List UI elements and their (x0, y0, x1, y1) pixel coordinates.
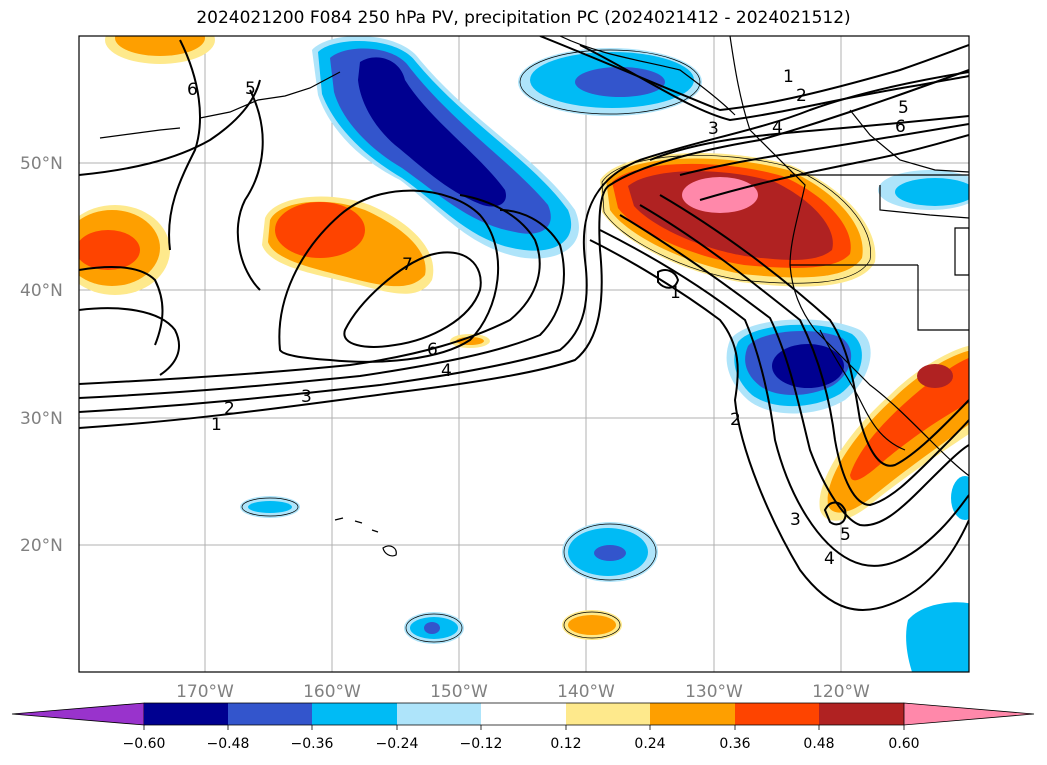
contour-upper-6 (699, 134, 969, 201)
colorbar-segment (650, 703, 735, 725)
contour-label: 1 (783, 67, 794, 87)
colorbar-segment (566, 703, 650, 725)
colorbar-arrow-low (11, 702, 145, 726)
longitude-label: 160°W (303, 682, 361, 702)
contour-label: 5 (898, 98, 909, 118)
contour-small-1 (657, 269, 680, 289)
latitude-labels: 50°N 40°N 30°N 20°N (20, 154, 63, 556)
colorbar-tick-label: −0.60 (123, 736, 166, 752)
longitude-label: 170°W (176, 682, 234, 702)
contour-label: 1 (211, 415, 222, 435)
contour-label: 1 (670, 283, 681, 303)
contour-6-loop (278, 189, 500, 363)
colorbar-tick-label: 0.24 (634, 736, 665, 752)
contour-label: 4 (824, 549, 835, 569)
colorbar-segment (144, 703, 228, 725)
colorbar-segment (397, 703, 481, 725)
contour-label: 2 (224, 399, 235, 419)
contour-upper-4 (649, 115, 969, 161)
contour-label: 4 (441, 361, 452, 381)
contour-west-1 (79, 266, 164, 346)
precipitation-shading (79, 36, 969, 672)
pv-contours (79, 36, 969, 611)
latitude-label: 20°N (20, 536, 63, 556)
contour-label: 4 (772, 118, 783, 138)
colorbar-tick-label: 0.12 (550, 736, 581, 752)
contour-2 (79, 71, 969, 413)
contour-1 (79, 69, 969, 429)
latitude-label: 30°N (20, 409, 63, 429)
map-plot-area: 1 2 3 4 6 7 5 6 1 2 3 4 5 6 1 2 3 4 5 (79, 36, 969, 672)
longitude-label: 130°W (685, 682, 743, 702)
colorbar-tick-label: −0.24 (376, 736, 419, 752)
contour-labels: 1 2 3 4 6 7 5 6 1 2 3 4 5 6 1 2 3 4 5 (187, 67, 909, 569)
shade-north-negative (518, 48, 702, 116)
colorbar-arrow-high (903, 702, 1035, 726)
contour-trough-4 (619, 214, 969, 527)
longitude-label: 140°W (557, 682, 615, 702)
shade-central-positive (262, 196, 434, 294)
colorbar-tick-label: −0.48 (207, 736, 250, 752)
colorbar-tick-label: 0.36 (719, 736, 750, 752)
colorbar-segment (735, 703, 819, 725)
contour-upper-2 (579, 44, 969, 122)
colorbar-segment (819, 703, 904, 725)
contour-5 (236, 89, 264, 291)
contour-3 (79, 209, 565, 399)
contour-upper-5 (679, 123, 969, 176)
colorbar-tick-label: 0.48 (803, 736, 834, 752)
colorbar-tick-label: 0.60 (888, 736, 919, 752)
contour-label: 5 (245, 79, 256, 99)
latitude-label: 40°N (20, 281, 63, 301)
contour-label: 3 (790, 510, 801, 530)
colorbar-segment (228, 703, 312, 725)
contour-label: 6 (427, 340, 438, 360)
contour-trough-3 (599, 229, 969, 567)
contour-label: 3 (708, 119, 719, 139)
shade-southeast-negative (906, 602, 969, 672)
contour-trough-2 (589, 239, 969, 611)
longitude-label: 150°W (430, 682, 488, 702)
shade-gulf-alaska-negative (312, 36, 579, 259)
shade-pacific-northwest-positive (600, 153, 876, 287)
contour-upper-1 (539, 36, 969, 112)
colorbar-segment (312, 703, 397, 725)
contour-label: 2 (796, 86, 807, 106)
contour-label: 7 (402, 255, 413, 275)
colorbar-tick-label: −0.36 (291, 736, 334, 752)
contour-label: 2 (730, 410, 741, 430)
longitude-label: 120°W (812, 682, 870, 702)
contour-7-loop (343, 251, 482, 348)
map-title: 2024021200 F084 250 hPa PV, precipitatio… (196, 8, 851, 28)
contour-label: 5 (840, 525, 851, 545)
contour-west-3 (79, 79, 261, 176)
colorbar-tick-label: −0.12 (460, 736, 503, 752)
thin-outlines (241, 49, 871, 643)
shade-small-features (240, 334, 658, 644)
contour-label: 3 (301, 387, 312, 407)
contour-6 (168, 39, 201, 251)
contour-label: 6 (895, 117, 906, 137)
contour-west-2 (79, 307, 180, 376)
longitude-labels: 170°W 160°W 150°W 140°W 130°W 120°W (176, 682, 870, 702)
contour-trough-5 (639, 204, 969, 507)
contour-label: 6 (187, 80, 198, 100)
map-frame (78, 35, 970, 673)
colorbar-segment (481, 703, 566, 725)
colorbar: −0.60 −0.48 −0.36 −0.24 −0.12 0.12 0.24 … (11, 702, 1035, 752)
contour-trough-6 (659, 194, 969, 467)
shade-topleft-positive (105, 36, 215, 64)
contour-small-2 (823, 501, 847, 526)
contour-4 (79, 194, 541, 385)
latitude-label: 50°N (20, 154, 63, 174)
shade-farleft-positive (79, 205, 170, 295)
shade-east-negative (878, 170, 969, 520)
